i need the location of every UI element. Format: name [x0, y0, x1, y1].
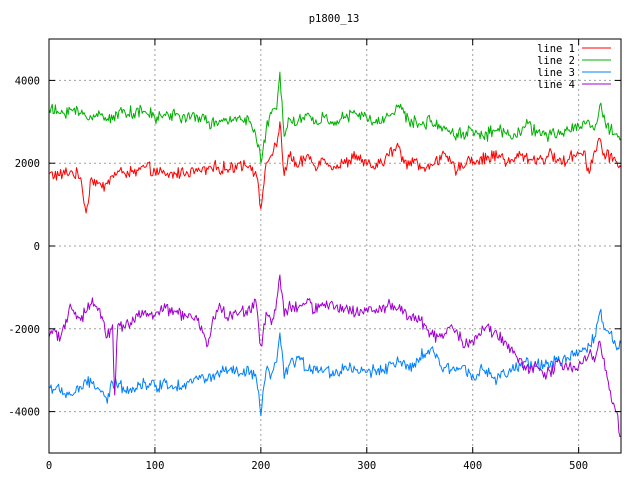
y-tick-label: -2000	[8, 324, 40, 336]
y-tick-label: 4000	[15, 75, 40, 87]
chart-title: p1800_13	[309, 13, 360, 25]
legend-label: line 2	[537, 55, 575, 67]
series-line-1	[48, 121, 622, 214]
x-tick-label: 500	[569, 460, 588, 472]
y-tick-label: 2000	[15, 158, 40, 170]
x-tick-label: 400	[463, 460, 482, 472]
y-tick-label: 0	[34, 241, 40, 253]
x-tick-label: 0	[46, 460, 52, 472]
y-tick-label: -4000	[8, 407, 40, 419]
x-tick-label: 200	[251, 460, 270, 472]
x-tick-label: 300	[357, 460, 376, 472]
legend-label: line 1	[537, 43, 575, 55]
x-tick-label: 100	[145, 460, 164, 472]
legend-label: line 3	[537, 67, 575, 79]
series-lines	[48, 71, 622, 438]
series-line-2	[48, 71, 622, 164]
axis-ticks: 0 100 200 300 400 500 -4000 -2000 0 2000 4000	[8, 39, 621, 472]
grid-lines	[49, 39, 621, 453]
series-line-3	[48, 308, 622, 417]
series-line-4	[48, 274, 622, 438]
legend-label: line 4	[537, 79, 575, 91]
